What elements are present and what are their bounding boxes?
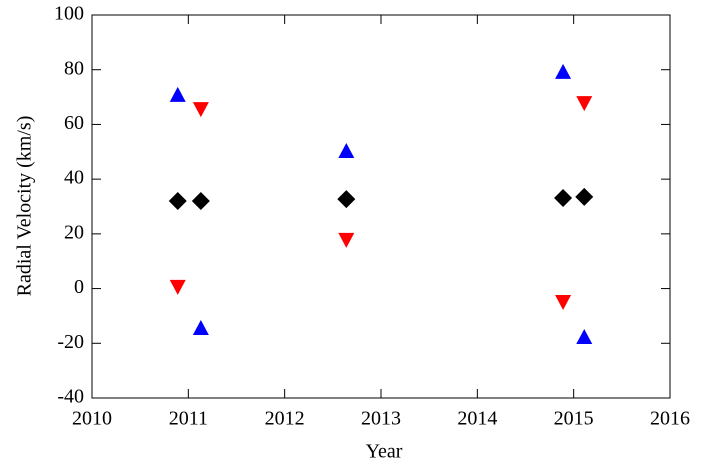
marker <box>168 192 187 211</box>
x-axis-label: Year <box>366 441 403 463</box>
marker <box>555 63 572 79</box>
x-tick-label: 2013 <box>361 408 401 430</box>
marker <box>337 190 356 209</box>
x-tick-label: 2010 <box>72 408 112 430</box>
y-tick-label: 100 <box>54 3 84 25</box>
x-tick-label: 2016 <box>650 408 690 430</box>
y-axis-label: Radial Velocity (km/s) <box>14 116 36 297</box>
marker <box>575 187 594 206</box>
x-tick-label: 2014 <box>457 408 497 430</box>
marker <box>554 189 573 208</box>
marker <box>192 102 209 118</box>
marker <box>169 279 186 295</box>
marker <box>576 96 593 112</box>
y-tick-label: 80 <box>64 57 84 79</box>
y-tick-label: 60 <box>64 112 84 134</box>
marker <box>555 294 572 310</box>
y-tick-label: -40 <box>57 386 84 408</box>
y-tick-label: 20 <box>64 221 84 243</box>
x-tick-label: 2012 <box>265 408 305 430</box>
y-tick-label: 40 <box>64 167 84 189</box>
marker <box>169 86 186 102</box>
marker <box>192 319 209 335</box>
x-tick-label: 2011 <box>169 408 208 430</box>
marker <box>338 142 355 158</box>
x-tick-label: 2015 <box>554 408 594 430</box>
marker <box>338 232 355 248</box>
y-tick-label: -20 <box>57 331 84 353</box>
marker <box>576 328 593 344</box>
marker <box>191 192 210 211</box>
y-tick-label: 0 <box>74 276 84 298</box>
